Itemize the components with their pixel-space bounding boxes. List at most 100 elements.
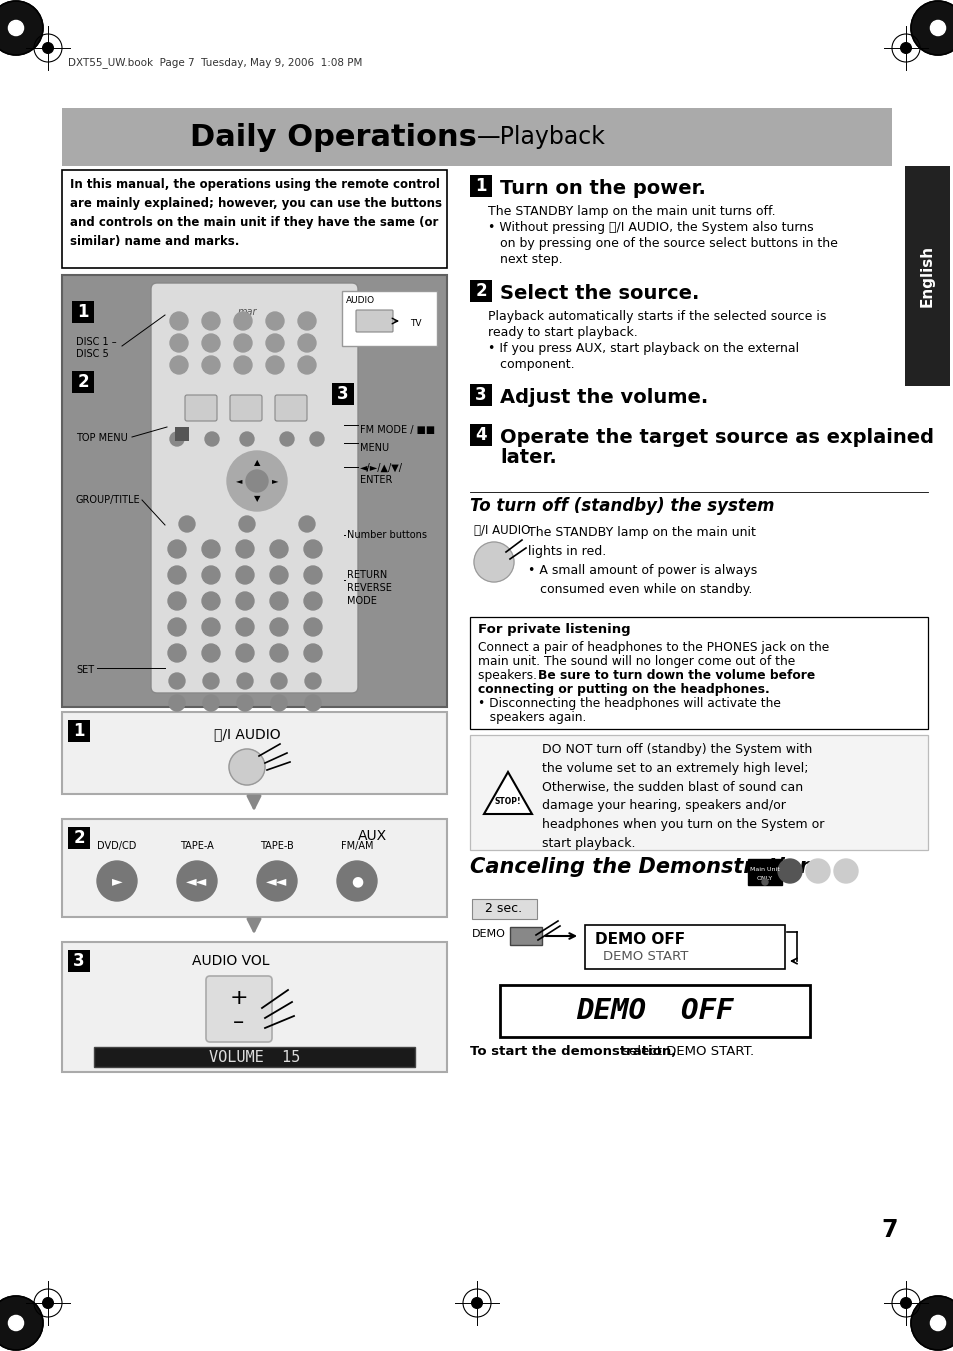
Circle shape (304, 644, 322, 662)
Text: 4: 4 (475, 426, 486, 444)
Text: Number buttons: Number buttons (347, 530, 427, 540)
Circle shape (169, 673, 185, 689)
Circle shape (297, 312, 315, 330)
Text: DISC 1 –
DISC 5: DISC 1 – DISC 5 (76, 336, 116, 359)
Circle shape (761, 880, 767, 885)
FancyBboxPatch shape (470, 176, 492, 197)
FancyBboxPatch shape (470, 384, 492, 407)
Text: +: + (230, 988, 248, 1008)
Circle shape (236, 694, 253, 711)
Circle shape (203, 694, 219, 711)
Circle shape (246, 470, 268, 492)
Text: ◄◄: ◄◄ (186, 874, 208, 888)
FancyBboxPatch shape (904, 166, 949, 386)
Text: Main Unit: Main Unit (749, 867, 779, 871)
Text: Operate the target source as explained: Operate the target source as explained (499, 428, 933, 447)
Circle shape (170, 312, 188, 330)
Circle shape (168, 644, 186, 662)
Circle shape (239, 516, 254, 532)
Circle shape (900, 1298, 910, 1308)
FancyBboxPatch shape (62, 712, 447, 794)
Circle shape (233, 334, 252, 353)
Text: select DEMO START.: select DEMO START. (618, 1046, 753, 1058)
Text: AUDIO: AUDIO (346, 296, 375, 305)
Circle shape (256, 861, 296, 901)
FancyBboxPatch shape (355, 309, 393, 332)
Text: • Without pressing ⏽/I AUDIO, the System also turns: • Without pressing ⏽/I AUDIO, the System… (488, 222, 813, 234)
Circle shape (778, 859, 801, 884)
FancyBboxPatch shape (470, 735, 927, 850)
Polygon shape (483, 771, 532, 815)
Circle shape (310, 432, 324, 446)
Circle shape (235, 592, 253, 611)
Text: 3: 3 (73, 952, 85, 970)
Text: ●: ● (351, 874, 363, 888)
Text: REVERSE: REVERSE (347, 584, 392, 593)
Text: RETURN: RETURN (347, 570, 387, 580)
Circle shape (298, 516, 314, 532)
Text: Turn on the power.: Turn on the power. (499, 178, 705, 199)
Circle shape (929, 20, 944, 35)
Text: TAPE-A: TAPE-A (180, 842, 213, 851)
Text: DEMO START: DEMO START (602, 950, 688, 963)
Text: DVD/CD: DVD/CD (97, 842, 136, 851)
Circle shape (305, 673, 320, 689)
Text: 7: 7 (881, 1219, 898, 1242)
Text: 2: 2 (475, 282, 486, 300)
Circle shape (229, 748, 265, 785)
Circle shape (471, 1298, 482, 1308)
Text: ►: ► (112, 874, 122, 888)
Circle shape (202, 644, 220, 662)
Text: speakers.: speakers. (477, 669, 540, 682)
Circle shape (202, 334, 220, 353)
Circle shape (270, 540, 288, 558)
Circle shape (910, 1296, 953, 1350)
FancyBboxPatch shape (71, 372, 94, 393)
Circle shape (0, 1, 43, 55)
Text: Adjust the volume.: Adjust the volume. (499, 388, 707, 407)
FancyBboxPatch shape (185, 394, 216, 422)
Circle shape (270, 644, 288, 662)
Circle shape (168, 540, 186, 558)
Text: 2 sec.: 2 sec. (485, 902, 522, 916)
Circle shape (227, 451, 287, 511)
Circle shape (170, 357, 188, 374)
Circle shape (336, 861, 376, 901)
FancyBboxPatch shape (584, 925, 784, 969)
Text: 1: 1 (77, 303, 89, 322)
FancyBboxPatch shape (332, 382, 354, 405)
Circle shape (233, 312, 252, 330)
Text: next step.: next step. (488, 253, 562, 266)
Text: 2: 2 (77, 373, 89, 390)
Circle shape (202, 357, 220, 374)
Circle shape (168, 566, 186, 584)
Text: TOP MENU: TOP MENU (76, 434, 128, 443)
Text: Connect a pair of headphones to the PHONES jack on the: Connect a pair of headphones to the PHON… (477, 640, 828, 654)
Text: ►: ► (272, 477, 278, 485)
FancyBboxPatch shape (206, 975, 272, 1042)
FancyBboxPatch shape (470, 617, 927, 730)
FancyBboxPatch shape (94, 1047, 415, 1067)
FancyBboxPatch shape (499, 985, 809, 1038)
FancyBboxPatch shape (274, 394, 307, 422)
Text: Playback automatically starts if the selected source is: Playback automatically starts if the sel… (488, 309, 825, 323)
Text: • If you press AUX, start playback on the external: • If you press AUX, start playback on th… (488, 342, 799, 355)
FancyBboxPatch shape (230, 394, 262, 422)
Circle shape (169, 694, 185, 711)
Text: 1: 1 (73, 721, 85, 740)
Text: –: – (233, 1012, 244, 1032)
Circle shape (235, 566, 253, 584)
Text: FM/AM: FM/AM (340, 842, 373, 851)
Text: 3: 3 (475, 386, 486, 404)
Circle shape (0, 1296, 43, 1350)
FancyBboxPatch shape (62, 170, 447, 267)
Circle shape (168, 592, 186, 611)
Circle shape (304, 617, 322, 636)
Circle shape (304, 566, 322, 584)
Circle shape (236, 673, 253, 689)
Text: ▲: ▲ (253, 458, 260, 467)
Text: In this manual, the operations using the remote control
are mainly explained; ho: In this manual, the operations using the… (70, 178, 441, 249)
Text: MENU: MENU (359, 443, 389, 453)
Text: Be sure to turn down the volume before: Be sure to turn down the volume before (537, 669, 815, 682)
Text: STOP!: STOP! (495, 797, 520, 807)
